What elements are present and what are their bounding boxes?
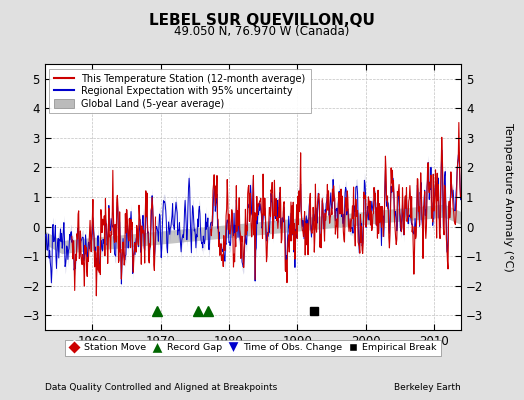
Text: Data Quality Controlled and Aligned at Breakpoints: Data Quality Controlled and Aligned at B… (45, 383, 277, 392)
Legend: This Temperature Station (12-month average), Regional Expectation with 95% uncer: This Temperature Station (12-month avera… (49, 69, 311, 114)
Y-axis label: Temperature Anomaly (°C): Temperature Anomaly (°C) (503, 123, 513, 271)
Legend: Station Move, Record Gap, Time of Obs. Change, Empirical Break: Station Move, Record Gap, Time of Obs. C… (65, 340, 441, 356)
Text: LEBEL SUR QUEVILLON,QU: LEBEL SUR QUEVILLON,QU (149, 13, 375, 28)
Text: 49.050 N, 76.970 W (Canada): 49.050 N, 76.970 W (Canada) (174, 25, 350, 38)
Text: Berkeley Earth: Berkeley Earth (395, 383, 461, 392)
